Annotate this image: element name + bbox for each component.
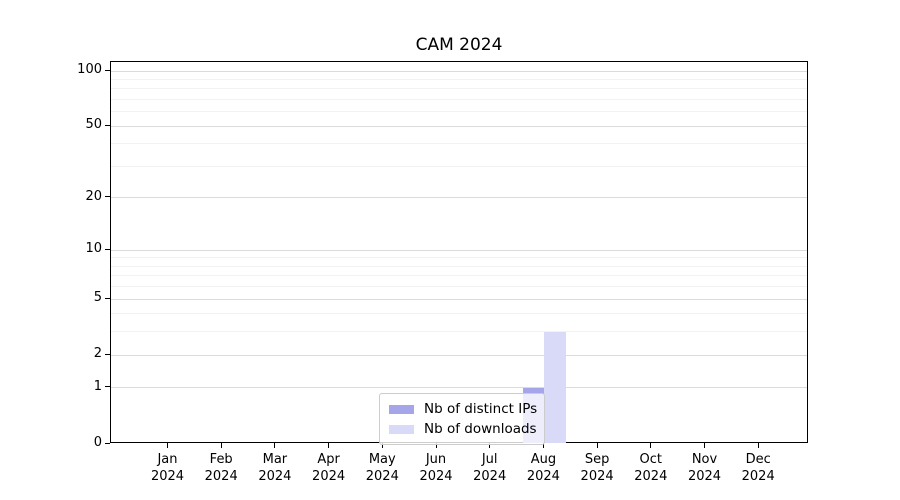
- legend-label: Nb of downloads: [424, 421, 537, 437]
- gridline-major: [111, 70, 807, 72]
- chart-title: CAM 2024: [415, 35, 503, 55]
- x-tick-label: Oct 2024: [634, 452, 668, 484]
- gridline-major: [111, 249, 807, 251]
- x-tick-mark: [650, 443, 652, 448]
- x-tick-label: Jul 2024: [473, 452, 507, 484]
- y-tick-label: 0: [93, 435, 102, 450]
- plot-area: [110, 61, 808, 443]
- y-tick-label: 5: [93, 290, 102, 306]
- y-tick-mark: [105, 196, 110, 198]
- y-tick-mark: [105, 248, 110, 250]
- x-tick-label: Dec 2024: [741, 452, 775, 484]
- y-tick-label: 20: [85, 188, 102, 204]
- x-tick-mark: [381, 443, 383, 448]
- x-tick-label: Nov 2024: [687, 452, 722, 484]
- y-tick-mark: [105, 353, 110, 355]
- y-tick-mark: [105, 297, 110, 299]
- legend-label: Nb of distinct IPs: [424, 401, 538, 417]
- y-tick-mark: [105, 386, 110, 388]
- gridline-minor: [111, 166, 807, 167]
- x-tick-mark: [435, 443, 437, 448]
- gridline-minor: [111, 99, 807, 101]
- y-tick-label: 50: [85, 117, 102, 133]
- y-tick-mark: [105, 69, 110, 71]
- gridline-minor: [111, 275, 807, 277]
- x-tick-mark: [757, 443, 759, 448]
- gridline-major: [111, 125, 807, 127]
- gridline-major: [111, 197, 807, 199]
- y-tick-mark: [105, 124, 110, 126]
- legend-swatch: [389, 424, 414, 434]
- x-tick-mark: [220, 443, 222, 448]
- gridline-major: [111, 354, 807, 356]
- x-tick-mark: [274, 443, 276, 448]
- y-tick-label: 1: [93, 378, 102, 394]
- gridline-minor: [111, 78, 807, 80]
- x-tick-mark: [489, 443, 491, 448]
- y-tick-mark: [105, 442, 110, 444]
- legend-item: Nb of distinct IPs: [389, 399, 538, 419]
- legend-swatch: [389, 404, 414, 414]
- y-tick-label: 10: [85, 241, 102, 257]
- x-tick-label: Mar 2024: [258, 452, 292, 484]
- x-tick-mark: [596, 443, 598, 448]
- gridline-minor: [111, 286, 807, 288]
- y-tick-label: 100: [77, 62, 102, 78]
- x-tick-mark: [328, 443, 330, 448]
- gridline-minor: [111, 331, 807, 333]
- bar-nb-of-downloads: [544, 331, 566, 443]
- x-tick-label: Aug 2024: [526, 452, 560, 484]
- gridline-minor: [111, 313, 807, 315]
- legend-item: Nb of downloads: [389, 419, 537, 439]
- legend-entries: Nb of distinct IPs Nb of downloads: [389, 399, 538, 439]
- gridline-minor: [111, 111, 807, 113]
- x-tick-label: Apr 2024: [312, 452, 346, 484]
- gridline-minor: [111, 143, 807, 145]
- x-tick-label: Sep 2024: [580, 452, 614, 484]
- x-tick-mark: [167, 443, 168, 448]
- gridline-major: [111, 387, 807, 389]
- x-tick-label: May 2024: [365, 452, 399, 484]
- gridline-minor: [111, 88, 807, 90]
- x-tick-mark: [704, 443, 705, 448]
- gridline-minor: [111, 257, 807, 259]
- x-tick-mark: [542, 443, 544, 448]
- y-tick-label: 2: [93, 346, 102, 362]
- legend: Nb of distinct IPs Nb of downloads: [379, 393, 545, 445]
- x-tick-label: Feb 2024: [204, 452, 238, 484]
- gridline-major: [111, 298, 807, 300]
- gridline-minor: [111, 265, 807, 267]
- x-tick-label: Jan 2024: [150, 452, 185, 484]
- x-tick-label: Jun 2024: [419, 452, 453, 484]
